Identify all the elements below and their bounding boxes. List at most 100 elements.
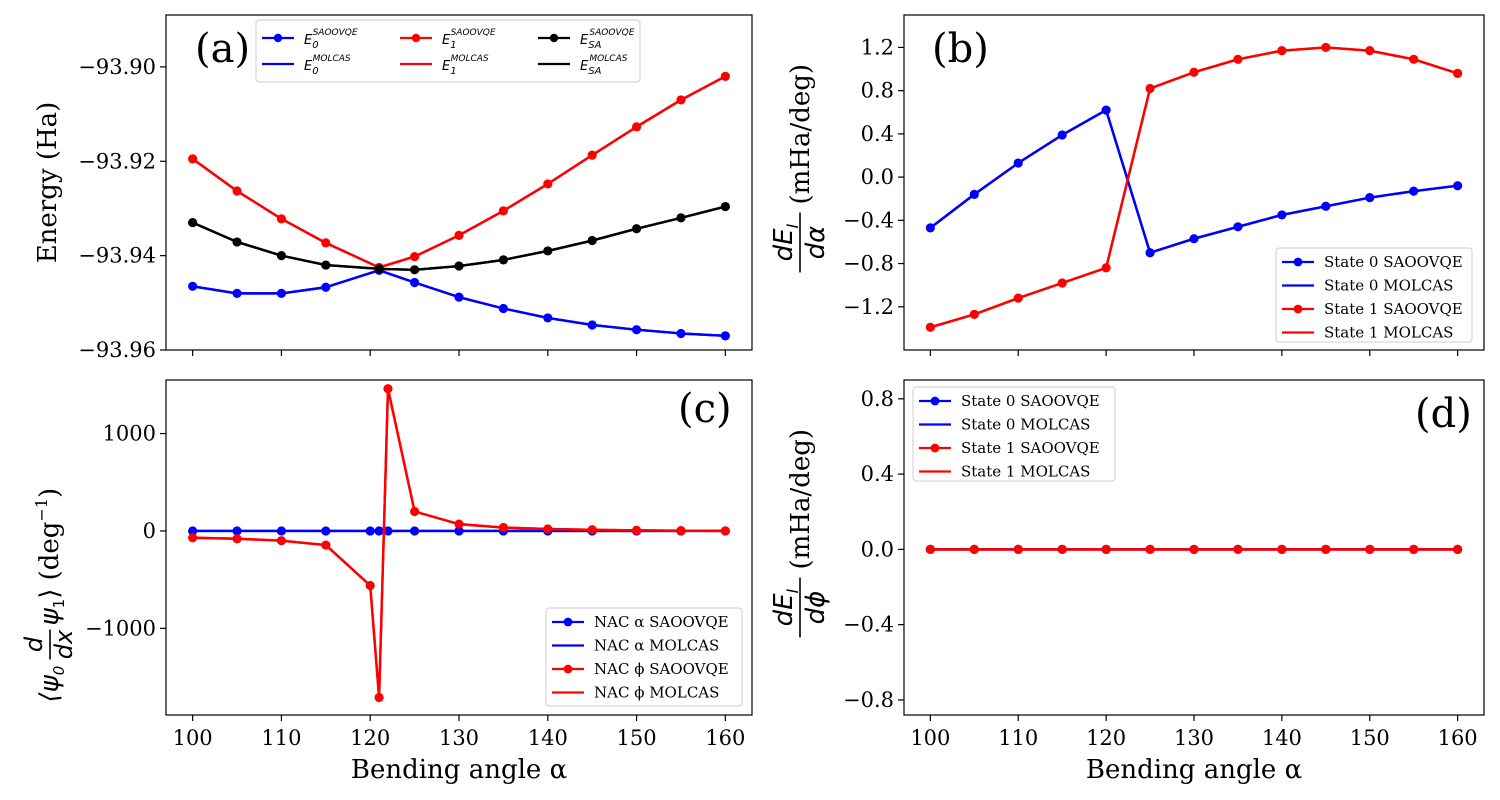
y-label-denominator: dϕ [801, 591, 831, 625]
y-tick-label: 0 [143, 519, 156, 543]
panel-label: (d) [1415, 391, 1472, 437]
y-tick-label: 0.0 [861, 537, 894, 561]
legend-label: ESASAOOVQE [580, 28, 635, 51]
legend-marker [563, 664, 573, 674]
y-tick-label: −93.92 [78, 149, 156, 173]
x-tick-label: 120 [1086, 726, 1126, 750]
legend-label: State 1 SAOOVQE [961, 439, 1100, 457]
x-tick-label: 130 [439, 726, 479, 750]
legend-marker [1293, 257, 1303, 267]
legend-label: ESAMOLCAS [580, 54, 628, 77]
y-label-numerator: dEI [769, 223, 802, 261]
legend-label: NAC ϕ MOLCAS [594, 684, 719, 702]
legend-label: State 1 MOLCAS [961, 463, 1090, 481]
data-point [188, 281, 198, 291]
y-tick-label: 0.4 [861, 122, 894, 146]
x-tick-label: 160 [705, 726, 745, 750]
legend-marker [930, 443, 940, 453]
y-tick-label: −0.8 [843, 688, 894, 712]
y-label-bra: ⟨ψ0 [35, 666, 68, 703]
y-tick-label: −93.96 [78, 338, 156, 362]
y-label-unit: (mHa/deg) [786, 64, 816, 205]
y-tick-label: 0.4 [861, 462, 894, 486]
legend-box [545, 607, 743, 707]
series-line-3 [191, 75, 726, 269]
x-tick-label: 110 [261, 726, 301, 750]
x-tick-label: 120 [350, 726, 390, 750]
y-tick-label: −1.2 [843, 295, 894, 319]
series-line-0 [929, 108, 1458, 254]
data-point [188, 526, 198, 536]
x-tick-label: 110 [998, 726, 1038, 750]
panel-label: (b) [932, 26, 989, 72]
x-tick-label: 140 [1262, 726, 1302, 750]
series-line-3 [192, 387, 726, 699]
legend-marker [563, 617, 573, 627]
legend: E0SAOOVQE E1SAOOVQE ESASAOOVQE E0MOLCAS E1MO… [255, 19, 641, 83]
x-axis-label: Bending angle α [351, 755, 567, 785]
legend: State 0 SAOOVQE State 0 MOLCAS State 1 SAO… [912, 386, 1116, 482]
x-axis-label: Bending angle α [1086, 755, 1302, 785]
y-tick-label: 0.8 [861, 79, 894, 103]
x-tick-label: 160 [1438, 726, 1478, 750]
legend-label: E0MOLCAS [304, 54, 351, 77]
legend-box [1275, 247, 1473, 343]
legend-label: State 0 SAOOVQE [1324, 253, 1463, 271]
y-tick-label: −93.94 [78, 244, 156, 268]
y-label-unit: (mHa/deg) [786, 429, 816, 570]
x-tick-label: 130 [1174, 726, 1214, 750]
x-tick-label: 150 [1350, 726, 1390, 750]
data-point [188, 218, 198, 228]
legend-marker [930, 396, 940, 406]
series-line-3 [930, 46, 1459, 329]
y-tick-label: 1000 [103, 422, 156, 446]
panel-label: (a) [195, 26, 250, 72]
series-line-0 [192, 269, 726, 338]
data-point [720, 331, 730, 341]
panel-b: −1.2 −0.8 −0.4 0.0 0.4 0.8 1.2 (b) dEI dα (mHa/deg… [769, 14, 1485, 356]
legend-label: E0SAOOVQE [304, 28, 358, 51]
data-point [720, 201, 730, 212]
y-tick-label: −93.90 [78, 55, 156, 79]
legend-label: NAC ϕ SAOOVQE [594, 660, 729, 678]
y-tick-label: 1.2 [861, 35, 894, 59]
y-tick-label: −0.4 [843, 613, 894, 637]
panel-label: (c) [678, 386, 732, 432]
legend-label: State 1 SAOOVQE [1324, 300, 1463, 318]
y-tick-label: 0.0 [861, 165, 894, 189]
x-tick-label: 100 [173, 726, 213, 750]
x-tick-label: 140 [528, 726, 568, 750]
legend-label: NAC α MOLCAS [594, 637, 719, 655]
series-line-5 [192, 205, 726, 271]
y-tick-label: −0.8 [843, 252, 894, 276]
y-tick-label: −0.4 [843, 208, 894, 232]
x-tick-label: 100 [910, 726, 950, 750]
legend-label: E1SAOOVQE [442, 28, 496, 51]
series-line-1 [929, 108, 1458, 254]
legend-marker [549, 33, 559, 43]
y-label-denominator: dα [801, 226, 831, 260]
legend-label: State 1 MOLCAS [1324, 324, 1453, 342]
data-point [188, 533, 198, 543]
legend-label: NAC α SAOOVQE [594, 613, 729, 631]
y-axis-label: dEI dϕ (mHa/deg) [769, 429, 831, 638]
y-label-denominator: dx [50, 629, 78, 659]
legend-label: E1MOLCAS [442, 54, 489, 77]
legend-box [912, 386, 1116, 482]
y-tick-label: −1000 [85, 616, 156, 640]
y-axis-label: Energy (Ha) [33, 102, 63, 264]
legend-label: State 0 MOLCAS [1324, 277, 1453, 295]
data-point [720, 71, 730, 81]
legend: NAC α SAOOVQE NAC α MOLCAS NAC ϕ SAOOVQE NA… [545, 607, 743, 707]
data-point [720, 526, 730, 536]
x-tick-label: 150 [617, 726, 657, 750]
legend-box [255, 19, 641, 83]
y-label-numerator: d [20, 636, 48, 652]
legend-label: State 0 SAOOVQE [961, 392, 1100, 410]
y-label-numerator: dEI [769, 588, 802, 626]
y-axis-label: dEI dα (mHa/deg) [769, 64, 831, 273]
panel-d: 100 110 120 130 140 150 160 −0.8 −0.4 0.0 0.4 0.8 (d… [769, 379, 1485, 785]
legend-marker [1293, 304, 1303, 314]
y-tick-label: 0.8 [861, 387, 894, 411]
